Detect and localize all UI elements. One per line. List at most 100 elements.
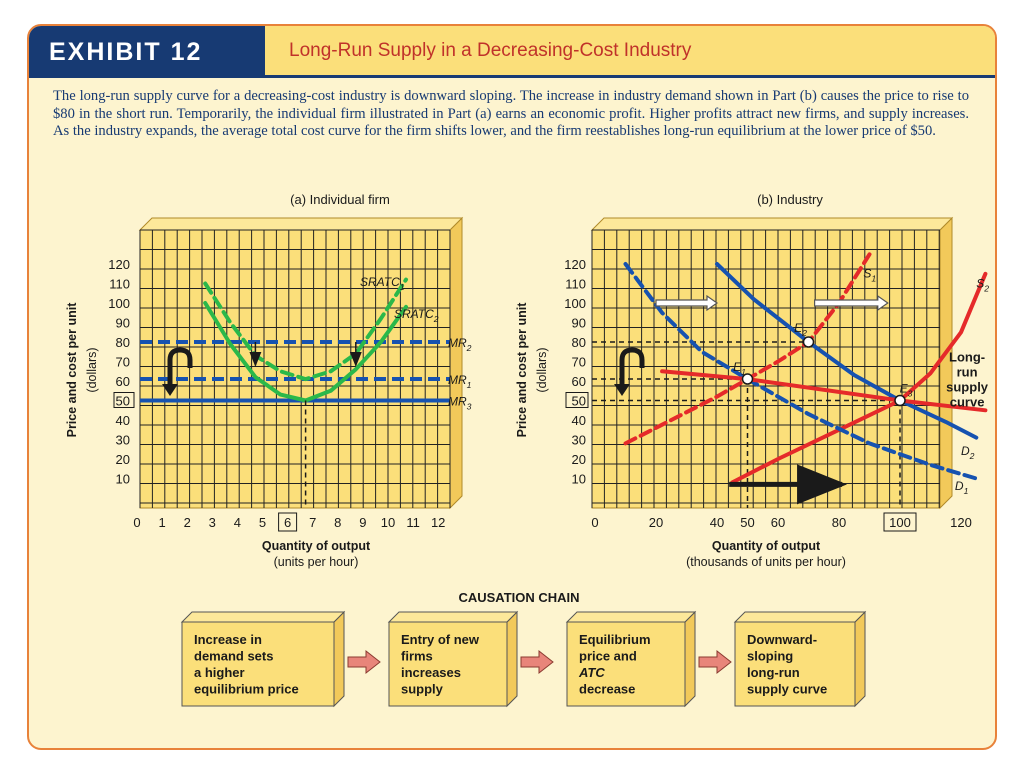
boxed-x-tick-a xyxy=(278,512,298,532)
chain-arrow-icon xyxy=(698,649,732,675)
y-tick-label-a: 10 xyxy=(116,472,130,487)
x-tick-label-a: 5 xyxy=(259,515,266,530)
exhibit-header: EXHIBIT 12 Long-Run Supply in a Decreasi… xyxy=(29,26,995,78)
chain-box-text: long-run xyxy=(747,665,800,680)
chain-box xyxy=(566,621,686,707)
chain-box-side xyxy=(854,610,866,708)
chain-box-text: Entry of new xyxy=(401,632,480,647)
series-label-d2: D2 xyxy=(961,444,975,461)
chain-box xyxy=(181,621,335,707)
series-s1 xyxy=(623,252,872,446)
y-tick-label-b: 60 xyxy=(572,374,586,389)
y-tick-label-b: 100 xyxy=(564,296,586,311)
series-d1 xyxy=(623,262,979,481)
chain-box-text: firms xyxy=(401,649,433,664)
x-tick-label-b: 80 xyxy=(832,515,846,530)
long-run-supply-label: run xyxy=(957,365,978,380)
exhibit-number: EXHIBIT 12 xyxy=(29,26,265,78)
x-tick-label-b: 20 xyxy=(649,515,663,530)
panel-a-face xyxy=(139,229,451,509)
chain-box-text: increases xyxy=(401,665,461,680)
equilibrium-point-e1 xyxy=(741,373,754,385)
panel-a-side xyxy=(449,216,463,510)
y-tick-label-a: 20 xyxy=(116,452,130,467)
chain-box-top xyxy=(565,611,697,623)
uturn-arrow-icon-b xyxy=(619,347,645,386)
y-axis-label-b: Price and cost per unit xyxy=(515,302,529,438)
chain-box-top xyxy=(180,611,346,623)
y-tick-label-b: 90 xyxy=(572,316,586,331)
y-axis-sublabel-a: (dollars) xyxy=(85,347,99,392)
y-tick-label-b: 80 xyxy=(572,335,586,350)
x-tick-label-b: 50 xyxy=(740,515,754,530)
x-tick-label-a: 8 xyxy=(334,515,341,530)
chain-box-side xyxy=(506,610,518,708)
x-tick-label-a: 10 xyxy=(381,515,395,530)
uturn-arrow-icon xyxy=(167,347,193,386)
x-tick-label-b: 0 xyxy=(591,515,598,530)
y-axis-sublabel-b: (dollars) xyxy=(535,347,549,392)
y-tick-label-b: 40 xyxy=(572,413,586,428)
chain-box-top xyxy=(387,611,519,623)
chain-box-text: supply curve xyxy=(747,682,827,697)
x-tick-label-a: 12 xyxy=(431,515,445,530)
chain-box-text: Downward- xyxy=(747,632,817,647)
series-label-sratc1: SRATC1 xyxy=(360,275,405,292)
y-tick-label-a: 120 xyxy=(108,257,130,272)
y-tick-label-a: 40 xyxy=(116,413,130,428)
x-tick-label-a: 11 xyxy=(406,515,420,530)
x-axis-label-b: Quantity of output xyxy=(712,539,821,553)
x-axis-label-a: Quantity of output xyxy=(262,539,371,553)
y-tick-label-a: 30 xyxy=(116,433,130,448)
chain-arrow-icon xyxy=(520,649,554,675)
y-tick-label-a: 50 xyxy=(116,394,130,409)
equilibrium-point-e2 xyxy=(802,336,815,348)
series-label-mr3: MR3 xyxy=(448,395,472,412)
chain-box xyxy=(388,621,508,707)
y-tick-label-b: 70 xyxy=(572,355,586,370)
series-label-mr1: MR1 xyxy=(448,373,472,390)
chain-box-side xyxy=(333,610,345,708)
series-d2 xyxy=(715,262,979,440)
chain-box-side xyxy=(684,610,696,708)
y-tick-label-a: 70 xyxy=(116,355,130,370)
y-tick-label-b: 120 xyxy=(564,257,586,272)
series-long-run-supply-curve xyxy=(660,369,988,413)
uturn-arrow-head-icon xyxy=(162,384,178,396)
boxed-y-tick-a xyxy=(113,392,135,408)
exhibit-caption: The long-run supply curve for a decreasi… xyxy=(53,88,969,139)
series-sratc1 xyxy=(203,277,408,382)
panel-a-top xyxy=(138,217,464,231)
long-run-supply-label: supply xyxy=(946,380,989,395)
chain-box-text: Equilibrium xyxy=(579,632,651,647)
x-tick-label-b: 120 xyxy=(950,515,972,530)
x-tick-label-b: 60 xyxy=(771,515,785,530)
x-tick-label-b: 100 xyxy=(889,515,911,530)
x-tick-label-a: 3 xyxy=(209,515,216,530)
x-tick-label-a: 6 xyxy=(284,515,291,530)
x-tick-label-a: 4 xyxy=(234,515,241,530)
chain-box-text: Increase in xyxy=(194,632,262,647)
chart-a-title: (a) Individual firm xyxy=(290,192,390,207)
chain-box-text: demand sets xyxy=(194,649,273,664)
x-tick-label-a: 7 xyxy=(309,515,316,530)
chain-arrow-icon xyxy=(347,649,381,675)
x-tick-label-b: 40 xyxy=(710,515,724,530)
y-tick-label-b: 20 xyxy=(572,452,586,467)
x-tick-label-a: 9 xyxy=(359,515,366,530)
x-tick-label-a: 2 xyxy=(184,515,191,530)
series-label-d1: D1 xyxy=(955,479,969,496)
y-tick-label-a: 110 xyxy=(109,277,130,292)
x-tick-label-a: 1 xyxy=(158,515,165,530)
chain-box-text: equilibrium price xyxy=(194,682,299,697)
y-tick-label-a: 90 xyxy=(116,316,130,331)
y-tick-label-a: 80 xyxy=(116,335,130,350)
exhibit-title: Long-Run Supply in a Decreasing-Cost Ind… xyxy=(265,26,995,78)
chain-box-text: supply xyxy=(401,682,444,697)
y-tick-label-a: 100 xyxy=(108,296,130,311)
chain-box-text: price and xyxy=(579,649,637,664)
y-tick-label-a: 60 xyxy=(116,374,130,389)
causation-chain-title: CAUSATION CHAIN xyxy=(458,590,579,605)
x-axis-sublabel-a: (units per hour) xyxy=(274,555,359,569)
